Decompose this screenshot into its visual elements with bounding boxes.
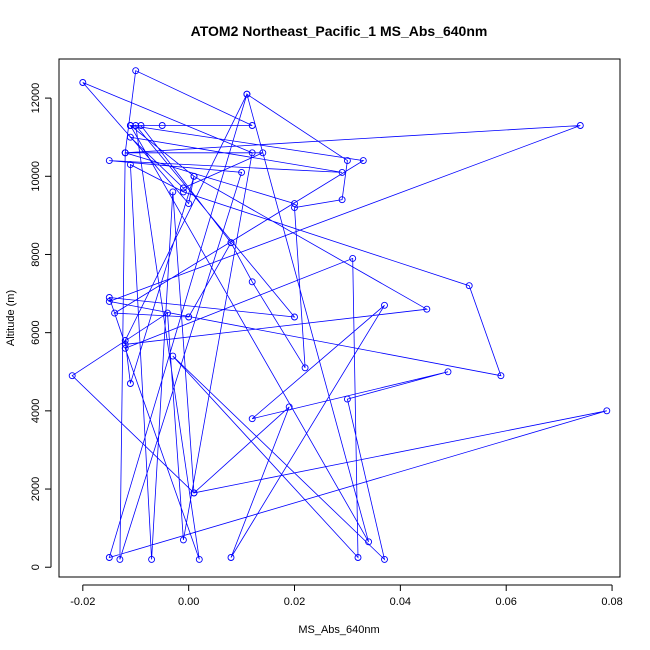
data-point bbox=[365, 538, 373, 546]
data-point bbox=[423, 305, 431, 313]
series-line bbox=[71, 70, 607, 561]
data-point bbox=[444, 368, 452, 376]
data-point bbox=[359, 157, 367, 165]
data-point bbox=[79, 79, 87, 86]
data-point bbox=[285, 403, 293, 411]
data-point bbox=[343, 395, 351, 403]
plot-frame bbox=[58, 58, 621, 578]
data-point bbox=[185, 313, 193, 321]
y-axis: 0 2000 4000 6000 8000 10000 12000 bbox=[30, 83, 52, 570]
y-tick-label: 8000 bbox=[30, 242, 42, 266]
data-point bbox=[190, 489, 198, 497]
data-point bbox=[349, 254, 357, 262]
data-point bbox=[179, 536, 187, 544]
data-point bbox=[126, 133, 134, 141]
y-axis-label: Altitude (m) bbox=[5, 290, 17, 346]
data-point bbox=[381, 555, 388, 563]
data-point bbox=[248, 415, 256, 423]
data-point bbox=[179, 184, 187, 192]
data-point bbox=[338, 196, 346, 204]
data-point bbox=[227, 239, 235, 247]
data-point bbox=[169, 188, 177, 196]
data-point bbox=[259, 149, 267, 157]
x-tick-label: 0.06 bbox=[496, 596, 517, 608]
series-layer bbox=[68, 67, 611, 563]
data-point bbox=[105, 297, 113, 305]
data-point bbox=[248, 149, 256, 157]
data-point bbox=[603, 407, 611, 415]
data-point bbox=[338, 168, 346, 176]
data-point bbox=[105, 554, 113, 561]
data-point bbox=[248, 122, 256, 129]
y-tick-label: 2000 bbox=[30, 477, 42, 501]
data-point bbox=[121, 149, 129, 157]
data-point bbox=[291, 200, 298, 208]
data-point bbox=[190, 172, 198, 180]
y-tick-label: 6000 bbox=[30, 320, 42, 344]
data-point bbox=[343, 157, 351, 165]
x-tick-label: 0.02 bbox=[284, 596, 305, 608]
data-point bbox=[169, 352, 177, 360]
data-point bbox=[121, 337, 129, 344]
data-point bbox=[132, 67, 140, 75]
data-point bbox=[121, 340, 129, 348]
x-tick-label: 0.08 bbox=[601, 596, 622, 608]
data-point bbox=[126, 380, 134, 387]
data-point bbox=[576, 122, 584, 129]
data-point bbox=[158, 122, 166, 129]
data-point bbox=[291, 204, 298, 212]
data-point bbox=[354, 554, 362, 561]
data-point bbox=[105, 157, 113, 165]
data-point bbox=[148, 555, 156, 563]
x-axis: -0.02 0.00 0.02 0.04 0.06 0.08 bbox=[70, 584, 623, 608]
chart-title: ATOM2 Northeast_Pacific_1 MS_Abs_640nm bbox=[191, 23, 488, 39]
x-tick-label: 0.00 bbox=[178, 596, 199, 608]
x-axis-label: MS_Abs_640nm bbox=[298, 624, 379, 636]
data-point bbox=[179, 188, 187, 196]
data-point bbox=[68, 372, 76, 380]
data-point bbox=[121, 344, 129, 352]
data-point bbox=[164, 309, 171, 317]
data-point bbox=[126, 122, 134, 129]
data-point bbox=[497, 372, 505, 380]
data-point bbox=[243, 90, 251, 98]
data-point bbox=[132, 122, 140, 129]
data-point bbox=[116, 555, 124, 563]
y-tick-label: 4000 bbox=[30, 399, 42, 423]
x-tick-label: 0.04 bbox=[390, 596, 411, 608]
data-point bbox=[381, 301, 388, 309]
y-tick-label: 10000 bbox=[30, 161, 42, 192]
data-point bbox=[137, 122, 145, 129]
x-tick-label: -0.02 bbox=[70, 596, 95, 608]
data-point bbox=[465, 282, 473, 290]
data-point bbox=[111, 309, 119, 317]
data-point bbox=[185, 200, 193, 208]
data-point bbox=[105, 294, 113, 301]
data-point bbox=[195, 555, 203, 563]
data-point bbox=[227, 554, 235, 561]
data-point bbox=[301, 364, 309, 372]
data-point bbox=[248, 278, 256, 286]
data-point bbox=[291, 313, 298, 321]
y-tick-label: 12000 bbox=[30, 83, 42, 114]
data-point bbox=[126, 161, 134, 169]
data-point bbox=[238, 168, 246, 176]
y-tick-label: 0 bbox=[30, 564, 42, 570]
